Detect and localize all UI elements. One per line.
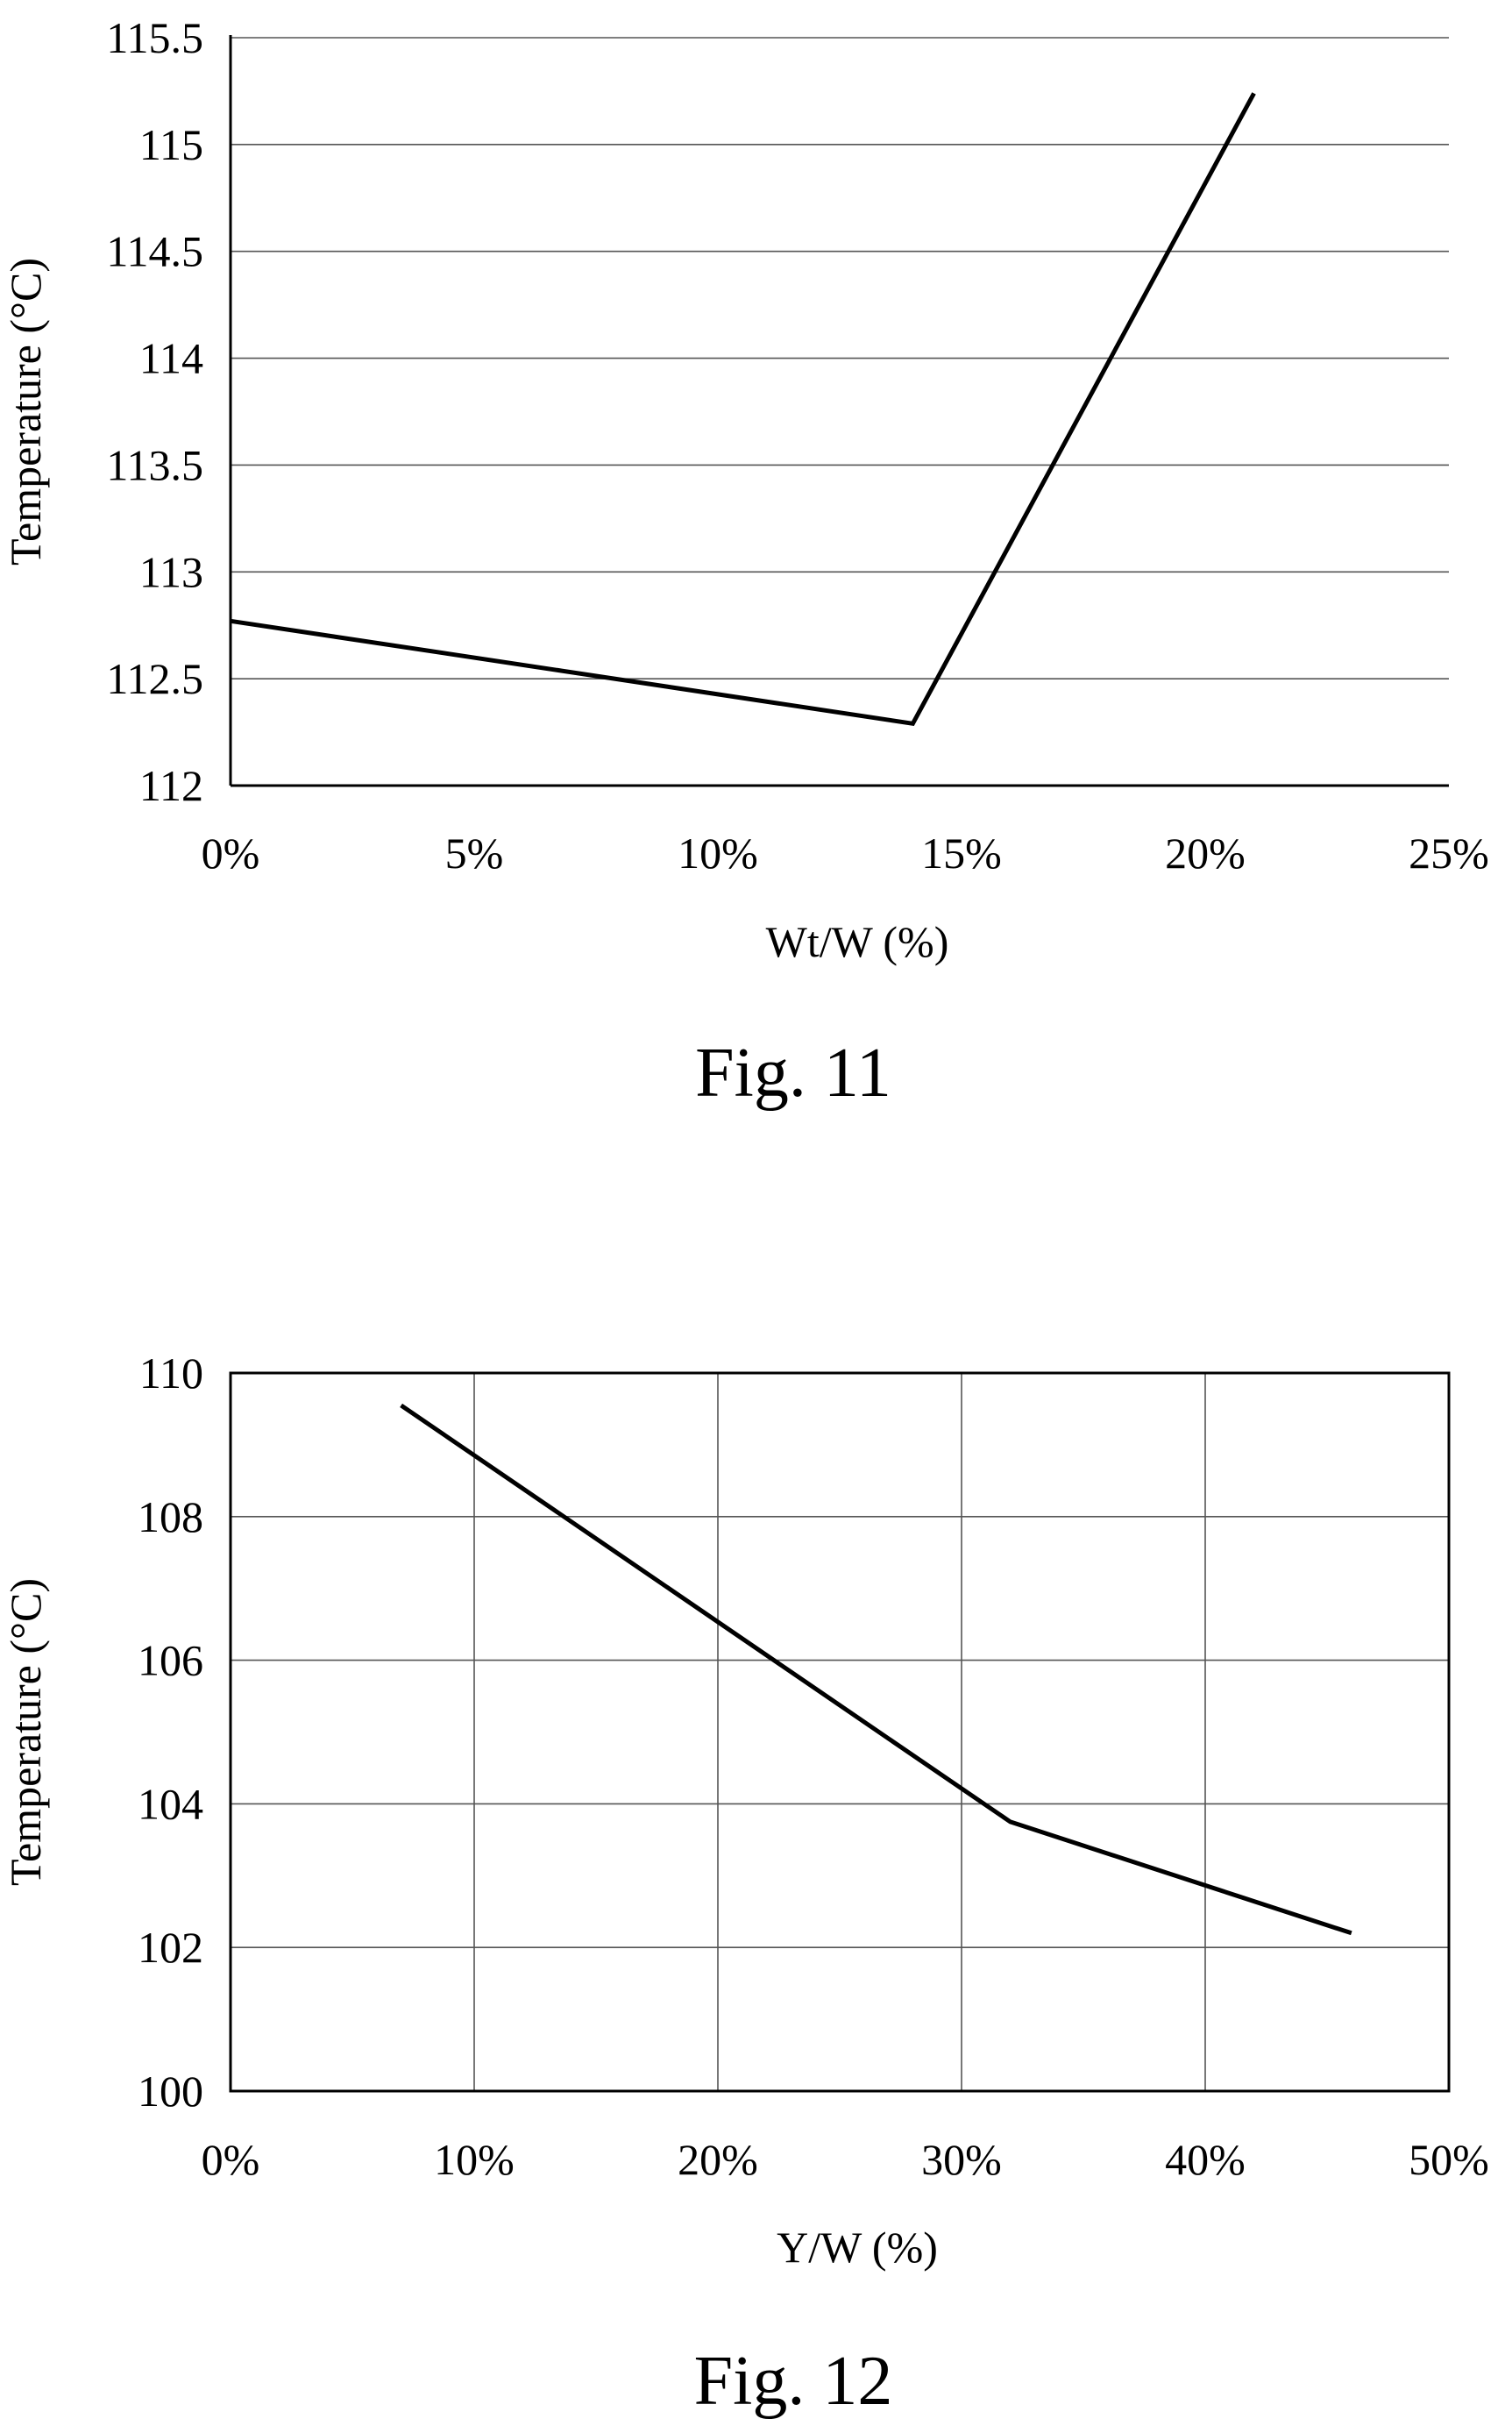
y-tick-label: 106 [138,1636,203,1685]
y-tick-label: 110 [139,1348,203,1398]
x-tick-label: 20% [678,2135,758,2184]
x-tick-label: 30% [921,2135,1002,2184]
x-tick-label: 0% [202,2135,260,2184]
data-series-line [230,92,1256,727]
y-tick-label: 102 [138,1923,203,1972]
y-tick-label: 108 [138,1492,203,1541]
x-tick-label: 10% [434,2135,515,2184]
figure-caption: Fig. 12 [694,2343,893,2420]
y-axis-title: Temperature (°C) [1,1578,50,1886]
x-tick-label: 40% [1165,2135,1246,2184]
x-tick-label: 20% [1165,829,1246,878]
y-tick-label: 113 [139,547,203,596]
x-tick-label: 5% [445,829,504,878]
y-tick-label: 114.5 [106,227,203,276]
figure-caption: Fig. 11 [695,1035,891,1112]
y-axis-title: Temperature (°C) [1,258,50,566]
data-series-line [400,1403,1352,1936]
chart-fig-11: 112 112.5 113 113.5 114 114.5 115 115.5 0% 5% 10% 1… [1,13,1489,1112]
y-tick-label: 113.5 [106,440,203,489]
y-tick-label: 112 [139,761,203,810]
y-tick-label: 115.5 [106,13,203,62]
chart-fig-12: 100 102 104 106 108 110 0% 10% 20% 30% 40% 50% Y/W (… [1,1348,1489,2420]
x-tick-label: 15% [921,829,1002,878]
y-tick-label: 115 [139,120,203,169]
y-tick-label: 112.5 [106,654,203,703]
x-axis-title: Y/W (%) [777,2223,938,2272]
x-tick-label: 50% [1409,2135,1489,2184]
x-axis-title: Wt/W (%) [766,917,949,966]
x-tick-label: 0% [202,829,260,878]
plot-frame [229,1371,1451,2093]
x-tick-label: 10% [678,829,758,878]
x-tick-label: 25% [1409,829,1489,878]
y-tick-label: 104 [138,1779,203,1828]
y-tick-label: 100 [138,2067,203,2116]
y-tick-label: 114 [139,334,203,383]
